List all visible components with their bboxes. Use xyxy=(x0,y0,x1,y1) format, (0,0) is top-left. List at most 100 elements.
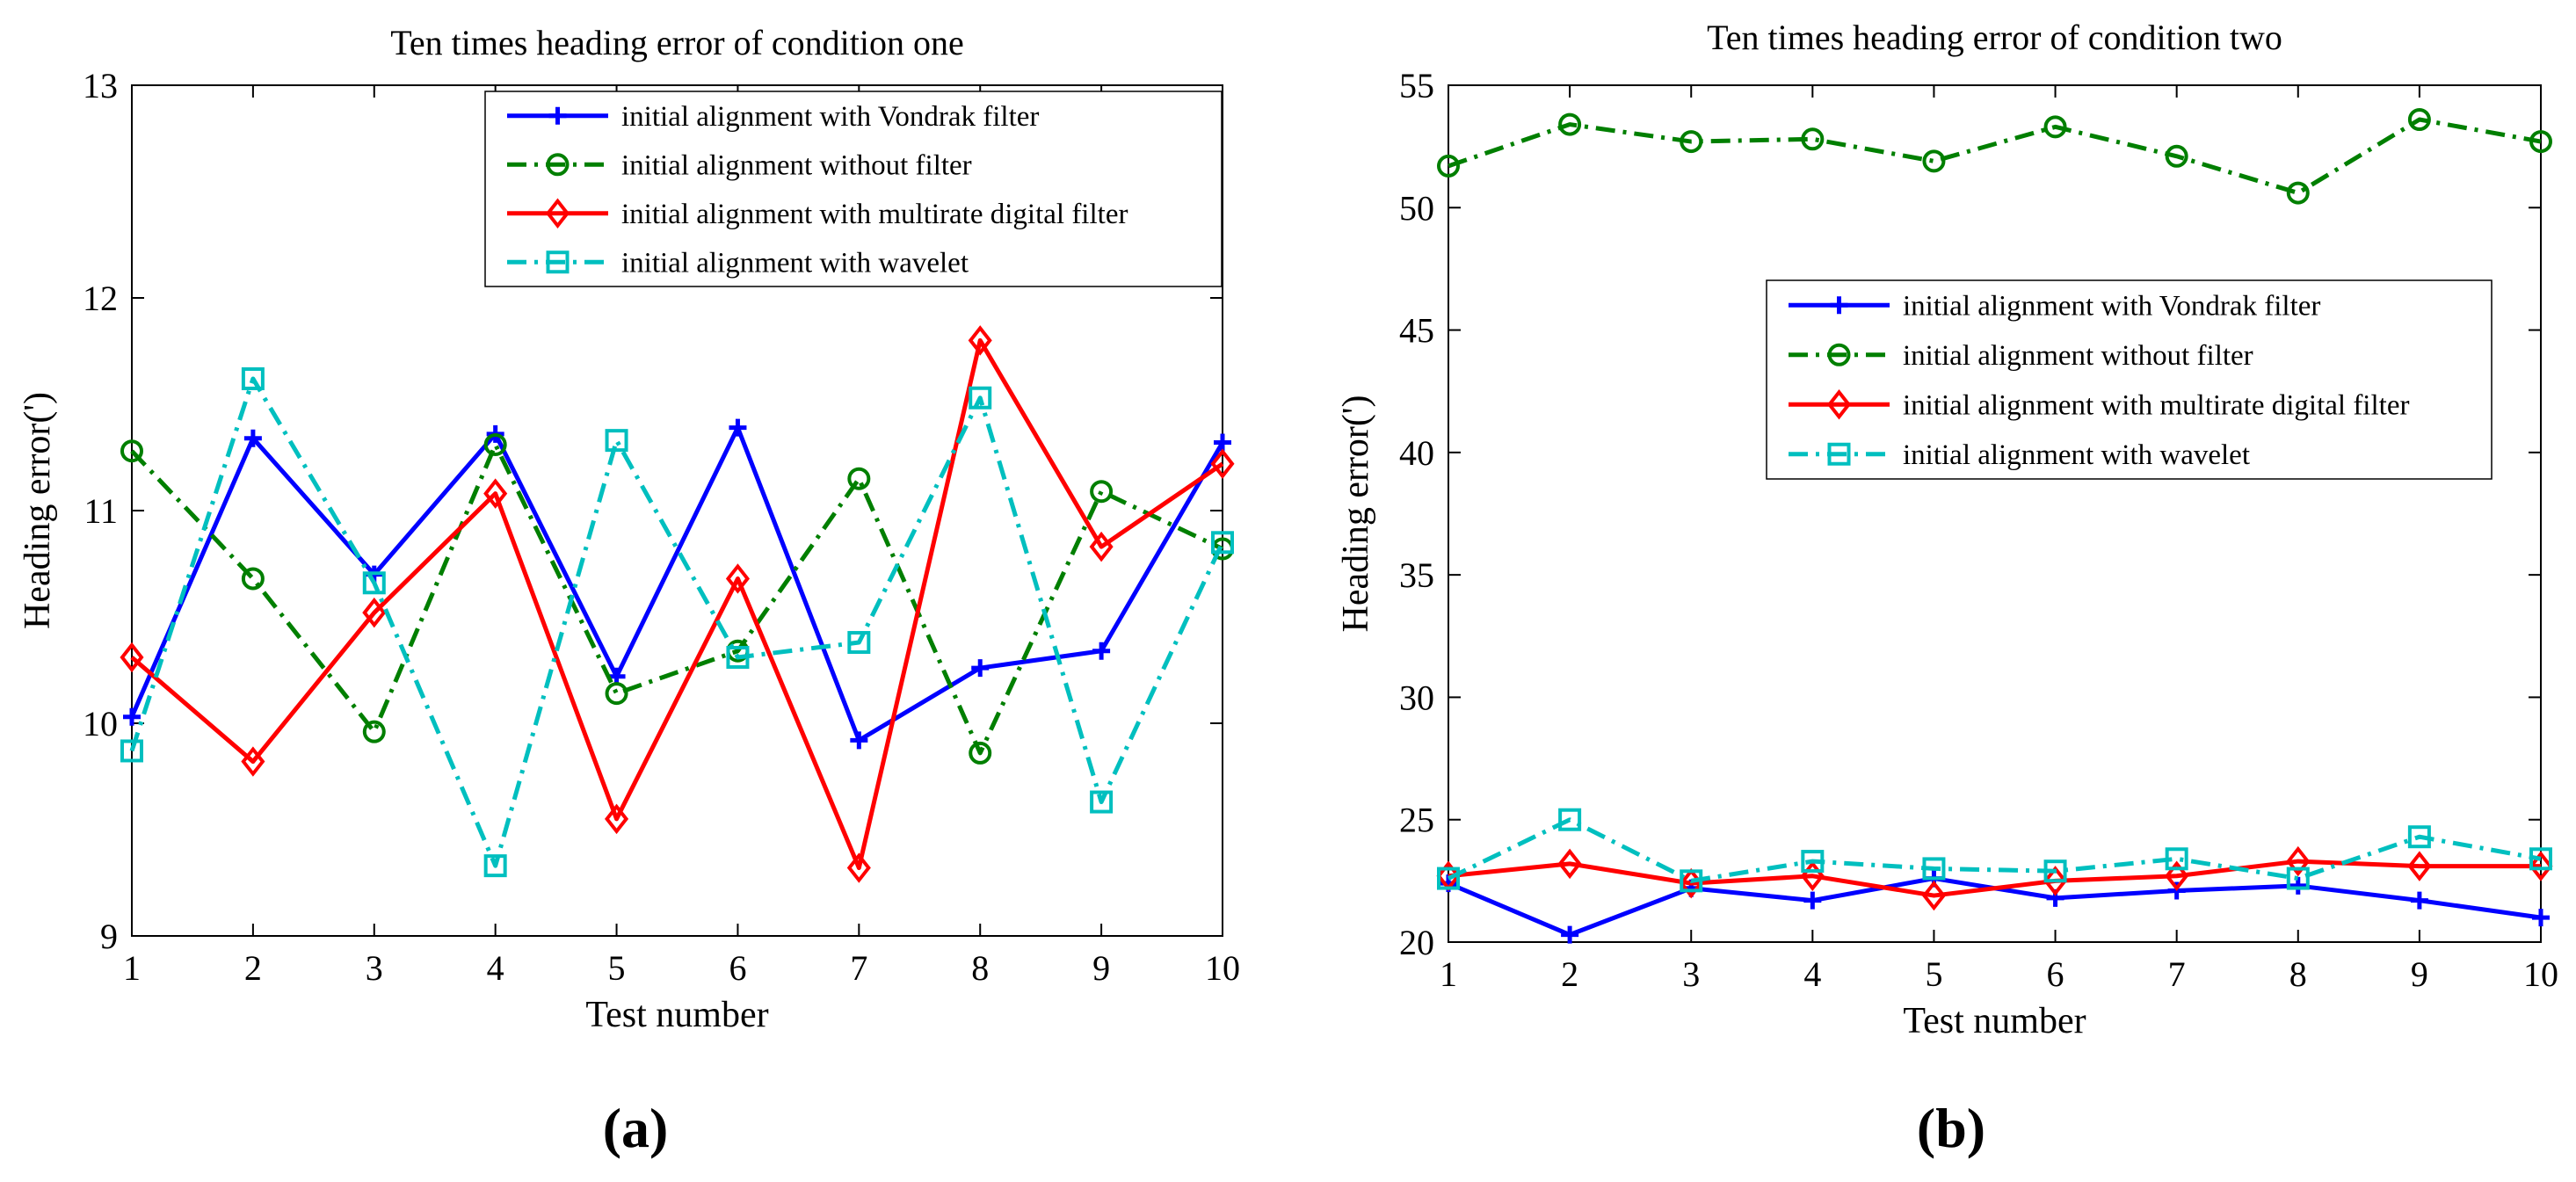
data-point xyxy=(605,429,628,453)
series-3 xyxy=(120,366,1234,878)
data-point xyxy=(1922,857,1946,881)
x-tick-label: 1 xyxy=(1440,954,1457,994)
data-point xyxy=(1090,480,1114,504)
legend: initial alignment with Vondrak filter ini… xyxy=(484,91,1223,287)
legend-box xyxy=(1766,279,2493,480)
data-point xyxy=(362,720,386,743)
y-tick-label: 10 xyxy=(83,704,118,743)
data-point xyxy=(850,731,868,750)
series-2 xyxy=(1436,845,2553,911)
data-point xyxy=(1089,531,1114,562)
data-point xyxy=(483,854,507,878)
legend-marker xyxy=(1826,389,1852,420)
data-point xyxy=(726,645,750,669)
data-point xyxy=(1803,891,1822,910)
data-point xyxy=(1801,127,1825,151)
data-point xyxy=(1557,848,1582,880)
data-point xyxy=(2165,860,2189,892)
x-tick-label: 9 xyxy=(2411,954,2428,994)
y-tick-label: 30 xyxy=(1399,678,1434,717)
series-line xyxy=(130,442,1224,756)
data-point xyxy=(2043,859,2067,883)
data-point xyxy=(2529,851,2553,881)
x-axis-label: Test number xyxy=(585,995,768,1035)
y-tick-label: 12 xyxy=(83,279,118,318)
data-point xyxy=(120,642,144,673)
x-tick-label: 4 xyxy=(1803,954,1821,994)
legend-entry: initial alignment with Vondrak filter xyxy=(1903,290,2320,322)
legend-entry: initial alignment with multirate digital… xyxy=(621,199,1128,230)
data-point xyxy=(2410,891,2428,910)
x-tick-label: 1 xyxy=(123,948,141,988)
series-line xyxy=(129,425,1225,743)
data-point xyxy=(120,439,143,463)
y-tick-label: 40 xyxy=(1399,433,1434,473)
legend-marker xyxy=(1830,296,1848,315)
x-tick-label: 8 xyxy=(971,948,989,988)
series-line xyxy=(1448,859,2541,898)
series-line xyxy=(130,337,1224,871)
legend-marker xyxy=(548,106,567,125)
legend-marker xyxy=(546,250,570,274)
legend-entry: initial alignment with Vondrak filter xyxy=(621,101,1039,133)
legend-entry: initial alignment with wavelet xyxy=(1903,439,2250,471)
data-point xyxy=(1210,448,1235,479)
data-point xyxy=(1921,880,1946,911)
data-point xyxy=(241,746,265,777)
data-point xyxy=(1558,808,1582,831)
data-point xyxy=(2529,130,2552,154)
y-axis-label: Heading error(') xyxy=(18,392,58,629)
data-point xyxy=(1214,433,1231,452)
data-point xyxy=(1437,154,1460,178)
data-point xyxy=(2165,847,2188,871)
data-point xyxy=(1437,867,1460,890)
y-tick-label: 55 xyxy=(1399,66,1434,105)
plot-frame xyxy=(1448,84,2542,943)
data-point xyxy=(1561,925,1579,944)
data-point xyxy=(847,631,871,655)
x-tick-label: 6 xyxy=(729,948,746,988)
series-1 xyxy=(1437,108,2552,205)
x-tick-label: 5 xyxy=(1925,954,1942,994)
series-line xyxy=(1447,817,2542,883)
data-point xyxy=(1680,869,1703,893)
data-point xyxy=(969,386,992,410)
y-tick-label: 35 xyxy=(1399,555,1434,595)
x-tick-label: 8 xyxy=(2289,954,2307,994)
data-point xyxy=(241,366,265,390)
x-tick-label: 10 xyxy=(1205,948,1240,988)
legend-entry: initial alignment with multirate digital… xyxy=(1903,389,2409,421)
x-tick-label: 3 xyxy=(366,948,383,988)
data-point xyxy=(729,418,747,437)
data-point xyxy=(2165,144,2188,168)
y-tick-label: 50 xyxy=(1399,188,1434,228)
x-tick-label: 2 xyxy=(1561,954,1578,994)
panel-label-a: (a) xyxy=(603,1097,669,1159)
data-point xyxy=(2043,115,2067,139)
data-point xyxy=(2407,851,2432,881)
y-tick-label: 20 xyxy=(1399,923,1434,962)
series-2 xyxy=(120,325,1235,883)
legend-marker xyxy=(545,198,570,228)
data-point xyxy=(725,563,750,594)
data-point xyxy=(243,429,262,447)
x-tick-label: 7 xyxy=(850,948,867,988)
data-point xyxy=(362,597,387,628)
y-axis-label: Heading error(') xyxy=(1336,395,1376,633)
x-tick-label: 5 xyxy=(608,948,626,988)
data-point xyxy=(362,571,386,595)
y-tick-label: 11 xyxy=(83,491,118,531)
chart-condition-one: Ten times heading error of condition one… xyxy=(18,23,1240,1035)
data-point xyxy=(605,803,629,835)
data-point xyxy=(2286,867,2310,890)
legend: initial alignment with Vondrak filter ini… xyxy=(1766,279,2493,480)
x-tick-label: 7 xyxy=(2168,954,2186,994)
legend-entry: initial alignment with wavelet xyxy=(621,247,969,279)
data-point xyxy=(2532,909,2550,927)
panel-label-b: (b) xyxy=(1917,1097,1985,1159)
data-point xyxy=(1092,642,1111,660)
legend-box xyxy=(484,91,1223,287)
data-point xyxy=(123,707,141,726)
legend-entry: initial alignment without filter xyxy=(1903,340,2253,372)
